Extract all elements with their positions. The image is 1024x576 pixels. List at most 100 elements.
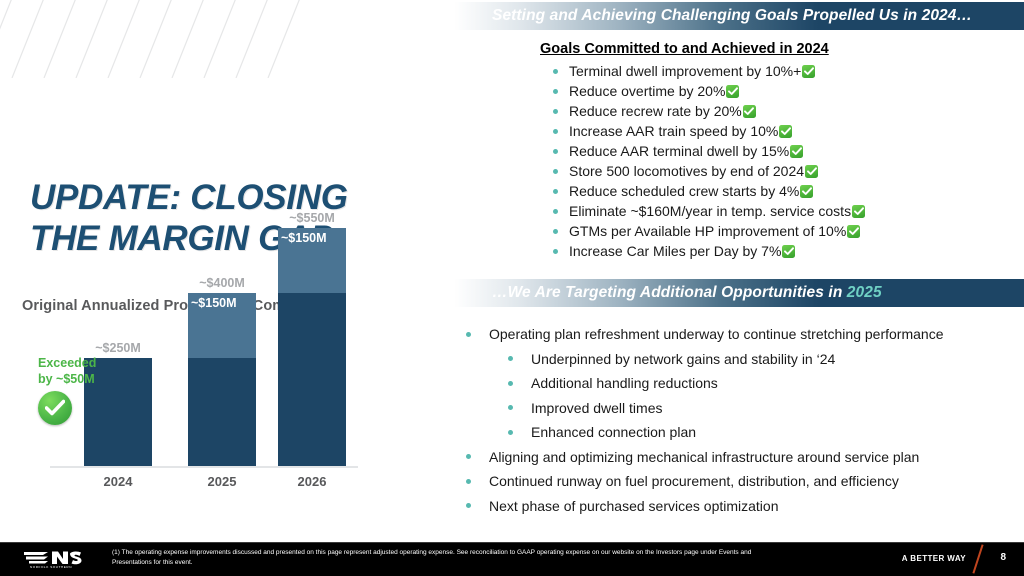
chart-axis-line: [50, 466, 358, 468]
chart-plot: ~$250M ~$400M ~$150M ~$550M ~$150M: [22, 211, 372, 468]
diagonal-lines-decoration: [0, 0, 335, 78]
bullet-dot-icon: [553, 128, 558, 134]
list-item: Improved dwell times: [458, 396, 1018, 421]
check-mark-icon: [802, 64, 816, 78]
section-band-2025-title-main: …We Are Targeting Additional Opportuniti…: [492, 284, 847, 301]
list-item: Enhanced connection plan: [458, 420, 1018, 445]
list-item: Eliminate ~$160M/year in temp. service c…: [548, 201, 1018, 221]
section-band-2024: Setting and Achieving Challenging Goals …: [418, 2, 1024, 30]
bullet-dot-icon: [553, 88, 558, 94]
bar-total-label-2024: ~$250M: [95, 341, 141, 355]
productivity-bar-chart: ~$250M ~$400M ~$150M ~$550M ~$150M: [22, 211, 394, 498]
slash-divider-icon: [972, 544, 984, 574]
category-label-2026: 2026: [297, 474, 327, 489]
bullet-dot-icon: [553, 208, 558, 214]
list-item-label: Reduce AAR terminal dwell by 15%: [569, 143, 790, 159]
bullet-dot-icon: [508, 429, 513, 435]
exceeded-callout: Exceeded by ~$50M: [38, 356, 132, 426]
footnote-text: (1) The operating expense improvements d…: [112, 549, 752, 567]
bar-segment-base-2025: [188, 358, 256, 466]
footer-divider: [0, 542, 1024, 543]
bar-total-label-2025: ~$400M: [199, 276, 245, 290]
list-item: Reduce AAR terminal dwell by 15%: [548, 141, 1018, 161]
bar-segment-incremental-2026: ~$150M: [278, 228, 346, 293]
check-mark-icon: [742, 104, 756, 118]
list-item-label: Next phase of purchased services optimiz…: [489, 497, 779, 514]
category-label-2025: 2025: [207, 474, 237, 489]
list-item-label: Reduce overtime by 20%: [569, 83, 726, 99]
check-mark-icon: [847, 224, 861, 238]
list-item-label: Reduce scheduled crew starts by 4%: [569, 183, 800, 199]
section-band-2025: …We Are Targeting Additional Opportuniti…: [418, 279, 1024, 307]
bar-segment-label-2025: ~$150M: [191, 296, 237, 310]
norfolk-southern-logo: NORFOLK SOUTHERN: [22, 549, 94, 569]
list-item-label: Eliminate ~$160M/year in temp. service c…: [569, 203, 852, 219]
bullet-dot-icon: [553, 228, 558, 234]
check-mark-icon: [852, 204, 866, 218]
check-mark-icon: [800, 184, 814, 198]
bullet-dot-icon: [466, 331, 471, 337]
footer-bar: NORFOLK SOUTHERN (1) The operating expen…: [0, 542, 1024, 576]
bar-total-label-2026: ~$550M: [289, 211, 335, 225]
check-mark-icon: [782, 244, 796, 258]
page-title: UPDATE: CLOSING THE MARGIN GAP: [30, 178, 410, 260]
page-title-line-2: THE MARGIN GAP: [30, 218, 334, 258]
opportunities-list: Operating plan refreshment underway to c…: [458, 322, 1018, 518]
list-item: Additional handling reductions: [458, 371, 1018, 396]
chart-title: Original Annualized Productivity Commitm…: [22, 298, 343, 314]
list-item: Underpinned by network gains and stabili…: [458, 347, 1018, 372]
section-band-2025-title: …We Are Targeting Additional Opportuniti…: [492, 284, 882, 302]
list-item: Reduce recrew rate by 20%: [548, 101, 1018, 121]
green-check-circle-icon: [38, 391, 72, 426]
tagline: A BETTER WAY: [901, 554, 966, 563]
bar-segment-label-2026: ~$150M: [281, 231, 327, 245]
bullet-dot-icon: [553, 68, 558, 74]
bar-group-2025: ~$400M ~$150M: [188, 276, 256, 466]
bar-group-2026: ~$550M ~$150M: [278, 211, 346, 466]
list-item-label: Additional handling reductions: [531, 375, 718, 392]
check-mark-icon: [779, 124, 793, 138]
list-item: Terminal dwell improvement by 10%+: [548, 61, 1018, 81]
section-band-2024-title: Setting and Achieving Challenging Goals …: [492, 7, 973, 24]
bullet-dot-icon: [553, 188, 558, 194]
list-item: Store 500 locomotives by end of 2024: [548, 161, 1018, 181]
list-item-label: Improved dwell times: [531, 399, 663, 416]
goals-list: Terminal dwell improvement by 10%+ Reduc…: [548, 61, 1018, 261]
check-mark-icon: [805, 164, 819, 178]
list-item-label: Terminal dwell improvement by 10%+: [569, 63, 802, 79]
chart-category-labels: 2024 2025 2026: [22, 474, 372, 496]
bar-segment-base-2026: [278, 293, 346, 466]
bullet-dot-icon: [508, 380, 513, 386]
exceeded-label-line-1: Exceeded: [38, 356, 97, 370]
list-item: Increase AAR train speed by 10%: [548, 121, 1018, 141]
list-item-label: GTMs per Available HP improvement of 10%: [569, 223, 847, 239]
list-item-label: Reduce recrew rate by 20%: [569, 103, 742, 119]
list-item: Continued runway on fuel procurement, di…: [458, 469, 1018, 494]
list-item: Aligning and optimizing mechanical infra…: [458, 445, 1018, 470]
bullet-dot-icon: [508, 405, 513, 411]
list-item-label: Increase Car Miles per Day by 7%: [569, 243, 782, 259]
list-item-label: Aligning and optimizing mechanical infra…: [489, 448, 920, 465]
bullet-dot-icon: [466, 503, 471, 509]
list-item: Next phase of purchased services optimiz…: [458, 494, 1018, 519]
category-label-2024: 2024: [103, 474, 133, 489]
list-item-label: Increase AAR train speed by 10%: [569, 123, 779, 139]
bullet-dot-icon: [466, 454, 471, 460]
bullet-dot-icon: [553, 148, 558, 154]
list-item: Increase Car Miles per Day by 7%: [548, 241, 1018, 261]
goals-heading: Goals Committed to and Achieved in 2024: [540, 41, 829, 57]
exceeded-label-line-2: by ~$50M: [38, 371, 95, 386]
list-item: Operating plan refreshment underway to c…: [458, 322, 1018, 347]
list-item: Reduce scheduled crew starts by 4%: [548, 181, 1018, 201]
list-item-label: Operating plan refreshment underway to c…: [489, 326, 944, 343]
bullet-dot-icon: [553, 168, 558, 174]
check-mark-icon: [790, 144, 804, 158]
list-item: Reduce overtime by 20%: [548, 81, 1018, 101]
bar-segment-incremental-2025: ~$150M: [188, 293, 256, 358]
bar-group-2024: ~$250M: [84, 341, 152, 466]
svg-text:NORFOLK SOUTHERN: NORFOLK SOUTHERN: [30, 565, 72, 569]
list-item-label: Underpinned by network gains and stabili…: [531, 350, 836, 367]
bullet-dot-icon: [553, 108, 558, 114]
list-item-label: Continued runway on fuel procurement, di…: [489, 473, 899, 490]
